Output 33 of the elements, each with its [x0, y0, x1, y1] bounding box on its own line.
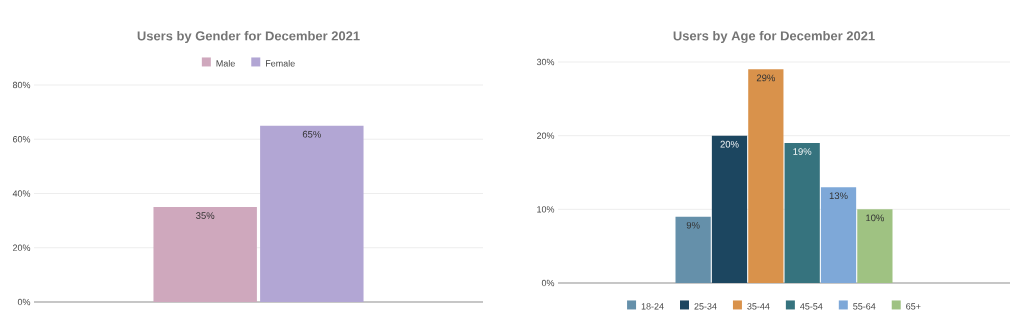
legend-label: 35-44 [747, 303, 770, 310]
bar [675, 216, 711, 283]
bar [711, 135, 748, 283]
data-label: 29% [756, 74, 775, 82]
y-tick-label: 20% [536, 132, 555, 139]
legend-label: 55-64 [853, 303, 876, 310]
data-label: 10% [866, 214, 885, 222]
data-label: 65% [302, 130, 321, 138]
y-tick-label: 60% [12, 136, 31, 143]
y-tick-label: 80% [12, 81, 31, 89]
data-label: 19% [793, 148, 812, 155]
legend-label: 18-24 [641, 303, 664, 310]
chart-title: Users by Age for December 2021 [673, 30, 875, 44]
data-label: 9% [686, 221, 700, 229]
data-label: 35% [196, 212, 215, 219]
data-label: 20% [720, 140, 739, 148]
legend-label: Male [216, 59, 235, 67]
y-tick-label: 20% [12, 244, 31, 251]
y-tick-label: 0% [17, 298, 31, 306]
bar [784, 143, 820, 283]
legend-label: 45-54 [800, 303, 823, 310]
bar [748, 69, 784, 283]
legend-label: 65+ [906, 303, 921, 310]
y-tick-label: 10% [537, 206, 555, 213]
y-tick-label: 40% [12, 190, 31, 197]
legend-label: 25-34 [694, 303, 717, 310]
y-tick-label: 0% [541, 279, 555, 287]
legend-label: Female [266, 59, 295, 67]
chart-title: Users by Gender for December 2021 [137, 30, 360, 44]
data-label: 13% [829, 192, 848, 200]
y-tick-label: 30% [536, 58, 555, 66]
bar [820, 187, 857, 283]
bar [857, 209, 893, 283]
